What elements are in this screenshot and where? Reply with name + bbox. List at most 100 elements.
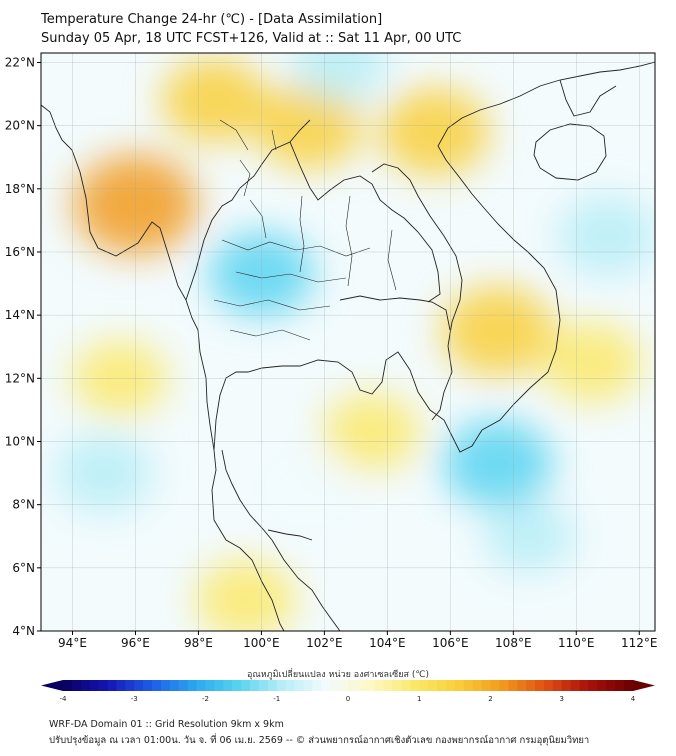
border-cambodia-vietnam (431, 345, 453, 421)
anomaly-cool-scs-east (557, 196, 655, 277)
colorbar-bin (490, 680, 500, 691)
coastline-gulf (213, 351, 483, 453)
colorbar-bin (98, 680, 109, 691)
lon-label: 100°E (243, 636, 280, 650)
lon-label: 104°E (369, 636, 406, 650)
colorbar-bin (232, 680, 242, 691)
colorbar-bin (570, 680, 581, 691)
chart-subtitle: Sunday 05 Apr, 18 UTC FCST+126, Valid at… (41, 31, 462, 46)
chart-title: Temperature Change 24-hr (℃) - [Data Ass… (41, 12, 383, 27)
colorbar-bin (169, 680, 180, 691)
colorbar-bin (116, 680, 126, 691)
colorbar-bin (535, 680, 545, 691)
colorbar-bin (160, 680, 171, 691)
colorbar-tick-label: 4 (631, 695, 636, 703)
anomaly-cool-sea-mid (483, 500, 575, 573)
anomaly-warm-cambodia-east (441, 285, 554, 376)
colorbar-bin (152, 680, 162, 691)
colorbar-bin (624, 680, 634, 691)
colorbar-bin (374, 680, 385, 691)
anomaly-cool-andaman-south (55, 434, 153, 513)
colorbar-bin (276, 680, 287, 691)
footer-domain-info: WRF-DA Domain 01 :: Grid Resolution 9km … (49, 719, 284, 730)
colorbar-bin (80, 680, 91, 691)
colorbar-tick-label: 1 (417, 695, 421, 703)
colorbar-bin (454, 680, 465, 691)
colorbar-bin (303, 680, 313, 691)
coastline-china (559, 79, 617, 117)
colorbar: -4 -3 -2 -1 0 1 2 3 4 (41, 680, 655, 703)
border-thai-malaysia (267, 529, 313, 541)
lat-label: 22°N (5, 55, 35, 69)
colorbar-bin (187, 680, 198, 691)
plot-frame (40, 52, 656, 632)
colorbar-bin (134, 680, 144, 691)
colorbar-tick-label: -4 (60, 695, 68, 703)
anomaly-warm-scs (542, 322, 643, 403)
colorbar-bin (410, 680, 420, 691)
coastline-malay-east (221, 449, 341, 631)
lon-label: 110°E (558, 636, 595, 650)
province-lines (213, 119, 397, 341)
colorbar-bin (481, 680, 491, 691)
lon-label: 98°E (184, 636, 213, 650)
colorbar-bin (383, 680, 394, 691)
colorbar-bin (125, 680, 135, 691)
colorbar-bin (258, 680, 269, 691)
colorbar-bin (223, 680, 233, 691)
colorbar-bin (419, 680, 429, 691)
colorbar-bin (508, 680, 518, 691)
colorbar-bin (588, 680, 598, 691)
colorbar-bin (214, 680, 224, 691)
coastline-west (41, 104, 285, 631)
lat-label: 10°N (5, 434, 35, 448)
lon-label: 96°E (121, 636, 150, 650)
latitude-labels: 22°N 20°N 18°N 16°N 14°N 12°N 10°N 8°N 6°N 4°N (5, 55, 41, 638)
colorbar-bin (445, 680, 456, 691)
border-thai-laos (289, 141, 441, 303)
lat-label: 6°N (12, 561, 35, 575)
colorbar-bin (321, 680, 331, 691)
lat-label: 8°N (12, 498, 35, 512)
colorbar-bin (241, 680, 251, 691)
colorbar-bin (89, 680, 100, 691)
anomaly-warm-gulf-thailand (322, 393, 421, 472)
colorbar-bin (499, 680, 509, 691)
colorbar-tick-label: 2 (488, 695, 492, 703)
coastline-vietnam (437, 61, 655, 431)
anomaly-warm-sea-south (195, 559, 296, 631)
anomaly-warm-vietnam-north (379, 87, 490, 176)
lat-label: 16°N (5, 245, 35, 259)
border-thai-cambodia (339, 295, 451, 331)
colorbar-bin (437, 680, 447, 691)
colorbar-tick-label: -2 (202, 695, 209, 703)
colorbar-bin (250, 680, 260, 691)
colorbar-bin (428, 680, 438, 691)
colorbar-bin (392, 680, 402, 691)
colorbar-bin (294, 680, 304, 691)
coastlines-and-borders (41, 61, 655, 631)
anomaly-warm-myanmar-north (161, 58, 267, 143)
colorbar-bin (63, 680, 73, 691)
colorbar-bin (107, 680, 117, 691)
footer-update-info: ปรับปรุงข้อมูล ณ เวลา 01:00น. วัน จ. ที่… (49, 735, 590, 746)
colorbar-bin (205, 680, 215, 691)
colorbar-bin (356, 680, 367, 691)
lat-label: 20°N (5, 119, 35, 133)
colorbar-bin (463, 680, 474, 691)
colorbar-bin (365, 680, 376, 691)
colorbar-bin (178, 680, 189, 691)
colorbar-bin (517, 680, 527, 691)
longitude-labels: 94°E 96°E 98°E 100°E 102°E 104°E 106°E 108°E 110… (58, 631, 658, 650)
temperature-field (55, 53, 655, 631)
colorbar-bin (615, 680, 625, 691)
colorbar-bin (401, 680, 411, 691)
colorbar-bin (348, 680, 358, 691)
colorbar-left-extension (41, 680, 63, 691)
colorbar-bin (606, 680, 616, 691)
colorbar-bin (267, 680, 278, 691)
colorbar-bin (526, 680, 536, 691)
colorbar-bin (339, 680, 349, 691)
hainan-island (533, 123, 607, 181)
